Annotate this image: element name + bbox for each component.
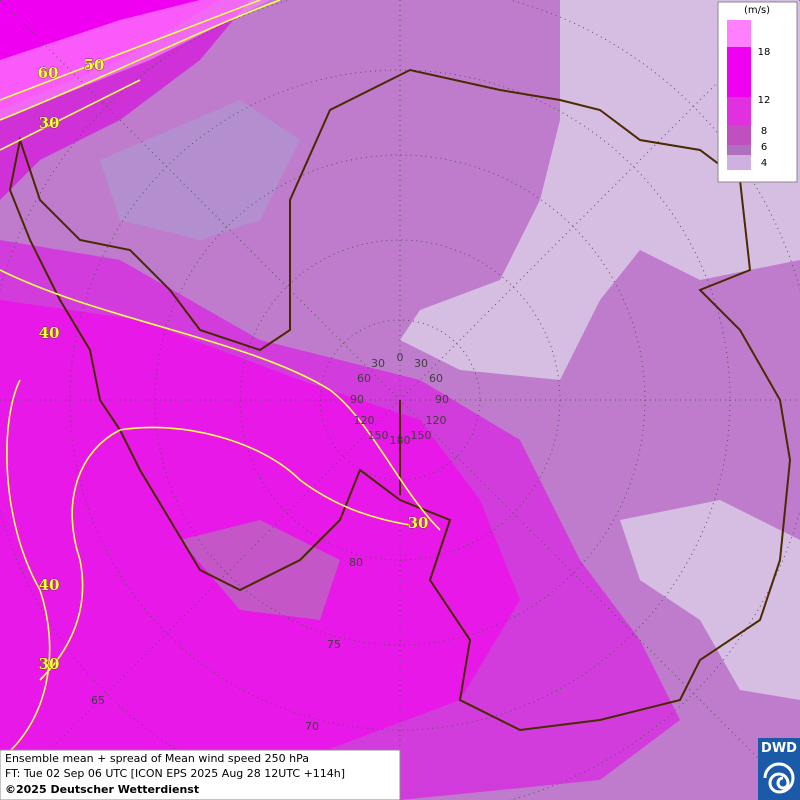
graticule-label: 90 (435, 393, 449, 406)
legend-unit: (m/s) (744, 5, 770, 16)
logo-text: DWD (761, 741, 797, 756)
shade-light (400, 0, 800, 380)
graticule-label: 80 (349, 556, 363, 569)
graticule-label: 65 (91, 694, 105, 707)
shade-light (620, 500, 800, 700)
legend-tick: 4 (761, 158, 767, 169)
graticule-label: 120 (426, 414, 447, 427)
shade-peak (0, 0, 270, 120)
graticule-label: 150 (411, 429, 432, 442)
contour-label: 40 (39, 324, 60, 342)
graticule-label: 75 (327, 638, 341, 651)
graticule-label: 0 (397, 351, 404, 364)
legend-swatch (727, 47, 751, 97)
graticule-label: 60 (429, 372, 443, 385)
legend-tick: 6 (761, 142, 767, 153)
contour-label: 30 (39, 655, 60, 673)
footer-box (0, 749, 401, 800)
footer-line: FT: Tue 02 Sep 06 UTC [ICON EPS 2025 Aug… (5, 767, 345, 780)
contours (0, 0, 441, 761)
contour-label: 50 (84, 56, 105, 74)
graticule-label: 180 (390, 434, 411, 447)
graticule-label: 60 (357, 372, 371, 385)
shade-mid (180, 520, 340, 620)
legend-swatch (727, 145, 751, 155)
coastline (8, 68, 792, 732)
logo-box (758, 738, 800, 800)
legend-tick: 18 (758, 47, 771, 58)
footer-line: ©2025 Deutscher Wetterdienst (5, 783, 199, 796)
contour-label: 30 (408, 514, 429, 532)
contour-label: 30 (39, 114, 60, 132)
legend-tick: 8 (761, 126, 767, 137)
contour-label: 60 (38, 64, 59, 82)
legend-swatch (727, 20, 751, 47)
contour-label: 40 (39, 576, 60, 594)
logo-swirl (763, 762, 795, 794)
graticule-label: 30 (371, 357, 385, 370)
legend-swatch (727, 155, 751, 170)
graticule-label: 120 (354, 414, 375, 427)
shade-mid (100, 100, 300, 240)
graticule-label: 150 (368, 429, 389, 442)
footer-line: Ensemble mean + spread of Mean wind spee… (5, 752, 309, 765)
legend-tick: 12 (758, 95, 771, 106)
legend-swatch (727, 97, 751, 125)
legend-swatch (727, 125, 751, 145)
graticule-label: 70 (305, 720, 319, 733)
graticule-label: 90 (350, 393, 364, 406)
graticule-label: 30 (414, 357, 428, 370)
